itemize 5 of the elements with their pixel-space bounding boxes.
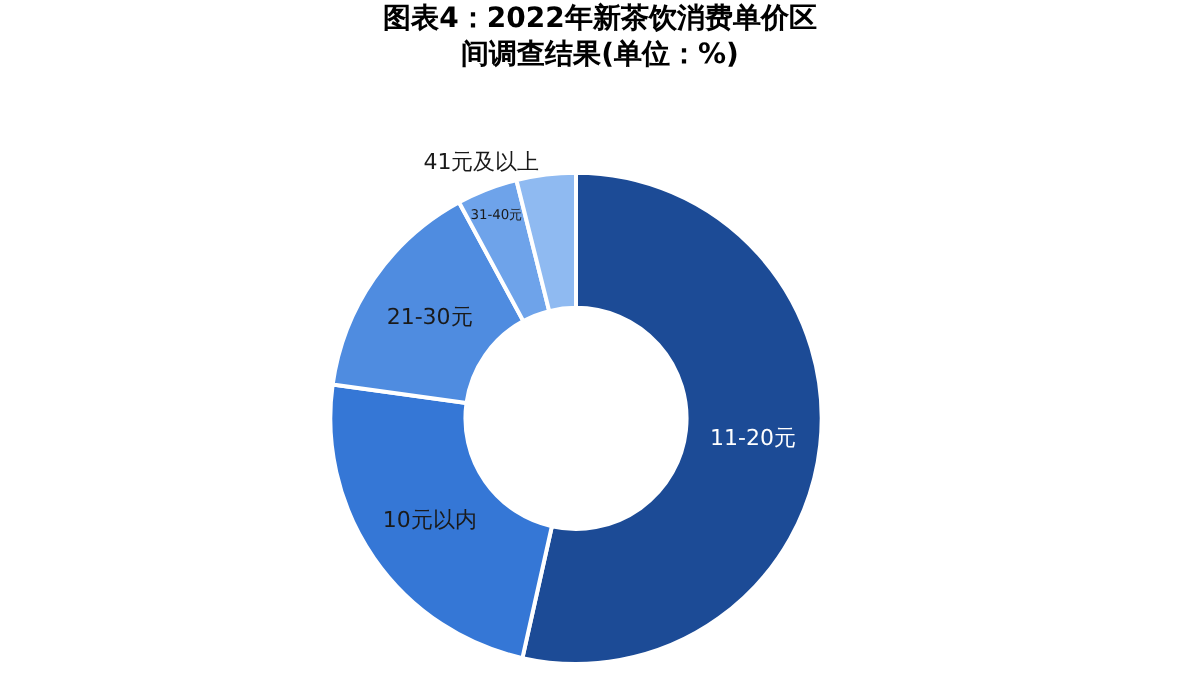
slice-label: 11-20元 [710,424,797,451]
chart-title: 图表4：2022年新茶饮消费单价区间调查结果(单位：%) [383,0,817,72]
slice-label: 21-30元 [386,303,473,330]
slice-label: 10元以内 [382,506,477,533]
slice-label: 41元及以上 [423,148,540,175]
